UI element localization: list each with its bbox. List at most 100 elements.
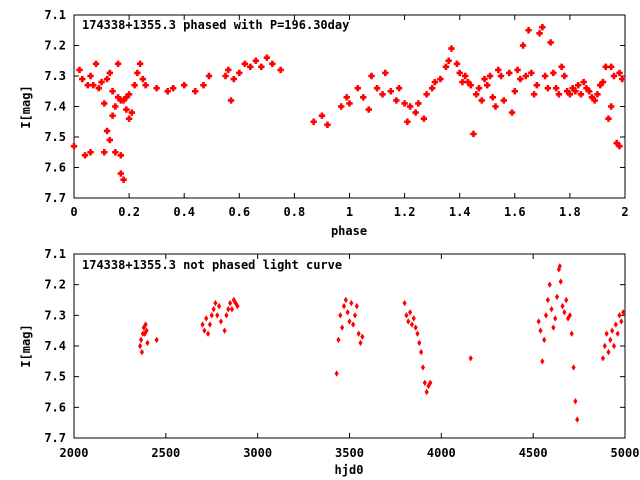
phased-data-point <box>109 112 116 119</box>
unphased-data-point <box>352 312 358 319</box>
unphased-data-point <box>556 266 561 273</box>
phased-data-point <box>310 118 317 125</box>
phased-data-point <box>415 100 422 107</box>
unphased-data-point <box>139 348 145 356</box>
unphased-data-point <box>213 299 218 307</box>
unphased-data-point <box>600 355 606 362</box>
phased-data-point <box>136 60 144 67</box>
phased-data-point <box>473 91 480 98</box>
unphased-data-point <box>235 302 240 310</box>
unphased-data-point <box>217 302 222 310</box>
phased-data-point <box>406 103 414 110</box>
phased-data-point <box>605 115 612 122</box>
unphased-data-point <box>202 327 207 334</box>
unphased-x-tick-label: 2000 <box>60 446 89 460</box>
phased-data-point <box>379 91 386 98</box>
phased-x-tick-label: 0.2 <box>118 205 140 219</box>
phased-data-point <box>453 60 461 67</box>
phased-data-point <box>101 100 108 107</box>
unphased-data-point <box>549 306 554 313</box>
phased-data-point <box>536 30 543 37</box>
unphased-data-point <box>602 342 607 350</box>
phased-data-point <box>497 72 505 80</box>
phased-data-point <box>98 78 105 86</box>
phased-data-point <box>393 97 400 104</box>
unphased-data-point <box>538 327 543 334</box>
phased-data-point <box>401 100 408 107</box>
unphased-data-point <box>422 379 427 386</box>
unphased-data-point <box>334 370 339 377</box>
phased-data-point <box>338 103 345 110</box>
phased-data-point <box>125 115 133 122</box>
unphased-y-tick-label: 7.6 <box>44 400 66 414</box>
phased-data-point <box>550 69 557 77</box>
phased-data-point <box>236 69 243 77</box>
phased-data-point <box>464 78 472 86</box>
unphased-chart: 174338+1355.3 not phased light curve hjd… <box>19 247 639 477</box>
phased-data-point <box>561 72 568 80</box>
phased-data-point <box>360 94 367 101</box>
phased-y-tick-label: 7.5 <box>44 130 66 144</box>
phased-data-point <box>101 149 108 156</box>
phased-chart-title: 174338+1355.3 phased with P=196.30day <box>82 18 349 32</box>
unphased-y-tick-label: 7.5 <box>44 370 66 384</box>
phased-data-point <box>563 88 571 95</box>
phased-data-point <box>81 152 89 159</box>
phased-x-tick-label: 0.8 <box>284 205 306 219</box>
unphased-data-point <box>545 296 550 304</box>
phased-data-point <box>269 60 276 67</box>
phased-data-point <box>533 81 541 89</box>
unphased-axis-ticks: 2000 2500 3000 3500 4000 4500 5000 7.1 7.2 7.3 7.4… <box>44 247 639 460</box>
phased-data-point <box>580 78 587 86</box>
phased-data-point <box>594 91 601 98</box>
phased-data-point <box>200 81 207 89</box>
unphased-data-point <box>554 293 560 301</box>
unphased-data-point <box>154 336 159 344</box>
unphased-data-point <box>360 333 365 340</box>
unphased-data-point <box>617 312 622 319</box>
phased-x-tick-label: 0 <box>70 205 77 219</box>
phased-data-point <box>230 75 237 83</box>
unphased-data-point <box>351 321 356 328</box>
phased-x-tick-label: 0.6 <box>228 205 250 219</box>
phased-data-point <box>368 72 375 80</box>
unphased-data-point <box>547 281 552 288</box>
phased-data-point <box>373 85 381 92</box>
phased-data-point <box>519 42 527 49</box>
phased-data-point <box>442 63 450 71</box>
phased-data-point <box>597 81 604 89</box>
unphased-data-point <box>424 388 429 396</box>
phased-data-point <box>511 88 518 95</box>
unphased-data-point <box>402 299 407 307</box>
phased-data-point <box>123 106 130 113</box>
unphased-data-point <box>215 312 220 319</box>
unphased-data-point <box>354 302 359 310</box>
unphased-data-point <box>142 330 147 337</box>
phased-data-point <box>343 94 350 101</box>
unphased-data-point <box>205 330 211 337</box>
phased-data-point <box>456 69 463 77</box>
phased-data-point <box>109 88 116 95</box>
unphased-data-point <box>409 321 415 328</box>
phased-data-point <box>608 103 615 110</box>
phased-data-point <box>365 106 372 113</box>
phased-data-point <box>616 142 623 150</box>
unphased-data-point <box>615 330 620 337</box>
unphased-data-point <box>338 312 343 319</box>
unphased-data-point <box>551 324 556 331</box>
phased-data-point <box>583 85 590 92</box>
phased-data-point <box>114 60 122 67</box>
unphased-data-point <box>207 321 212 328</box>
phased-data-point <box>555 91 563 98</box>
unphased-data-point <box>621 309 626 316</box>
phased-data-point <box>492 103 499 110</box>
phased-data-point <box>139 75 147 83</box>
unphased-x-tick-label: 4500 <box>519 446 548 460</box>
phased-data-point <box>420 115 428 122</box>
phased-data-point <box>544 85 552 92</box>
unphased-y-tick-label: 7.2 <box>44 278 66 292</box>
phased-data-point <box>225 66 232 74</box>
phased-data-point <box>142 81 149 89</box>
unphased-y-tick-label: 7.4 <box>44 339 66 353</box>
phased-data-point <box>131 81 138 89</box>
